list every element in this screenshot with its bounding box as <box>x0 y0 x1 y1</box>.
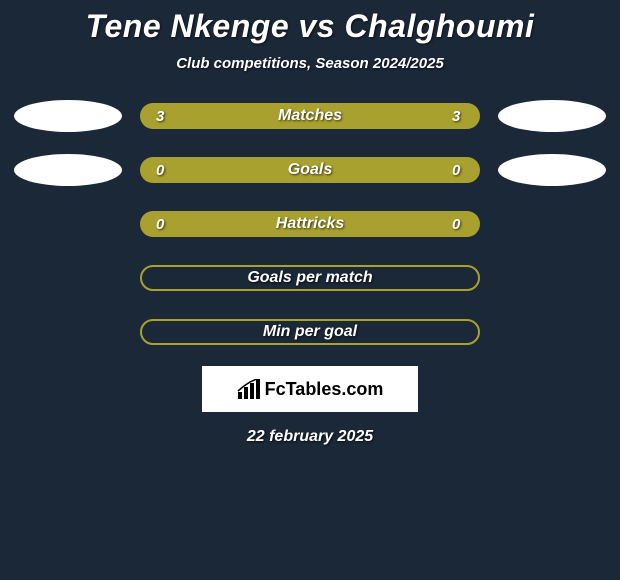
fctables-logo[interactable]: FcTables.com <box>202 366 418 412</box>
stat-bar-min-per-goal: Min per goal <box>140 319 480 345</box>
stat-bar-goals: 0 Goals 0 <box>140 157 480 183</box>
stat-left-value: 0 <box>156 162 168 179</box>
stat-bar-goals-per-match: Goals per match <box>140 265 480 291</box>
stat-rows: 3 Matches 3 0 Goals 0 0 Hattricks 0 <box>0 100 620 348</box>
stat-row: 0 Hattricks 0 <box>0 208 620 240</box>
stat-right-value: 0 <box>452 162 464 179</box>
stat-row: Min per goal <box>0 316 620 348</box>
page-title: Tene Nkenge vs Chalghoumi <box>0 8 620 45</box>
subtitle: Club competitions, Season 2024/2025 <box>0 55 620 72</box>
stat-label: Goals per match <box>247 269 372 287</box>
stat-right-value: 3 <box>452 108 464 125</box>
right-marker-ellipse <box>498 100 606 132</box>
stat-label: Hattricks <box>276 215 344 233</box>
stat-row: 0 Goals 0 <box>0 154 620 186</box>
comparison-infographic: Tene Nkenge vs Chalghoumi Club competiti… <box>0 0 620 580</box>
stat-bar-matches: 3 Matches 3 <box>140 103 480 129</box>
stat-bar-hattricks: 0 Hattricks 0 <box>140 211 480 237</box>
stat-label: Min per goal <box>263 323 357 341</box>
stat-left-value: 3 <box>156 108 168 125</box>
date-label: 22 february 2025 <box>0 428 620 446</box>
logo-text: FcTables.com <box>265 379 384 400</box>
stat-right-value: 0 <box>452 216 464 233</box>
stat-label: Goals <box>288 161 332 179</box>
right-marker-ellipse <box>498 154 606 186</box>
bar-chart-icon <box>237 379 261 399</box>
stat-left-value: 0 <box>156 216 168 233</box>
stat-row: 3 Matches 3 <box>0 100 620 132</box>
stat-row: Goals per match <box>0 262 620 294</box>
left-marker-ellipse <box>14 154 122 186</box>
left-marker-ellipse <box>14 100 122 132</box>
stat-label: Matches <box>278 107 342 125</box>
